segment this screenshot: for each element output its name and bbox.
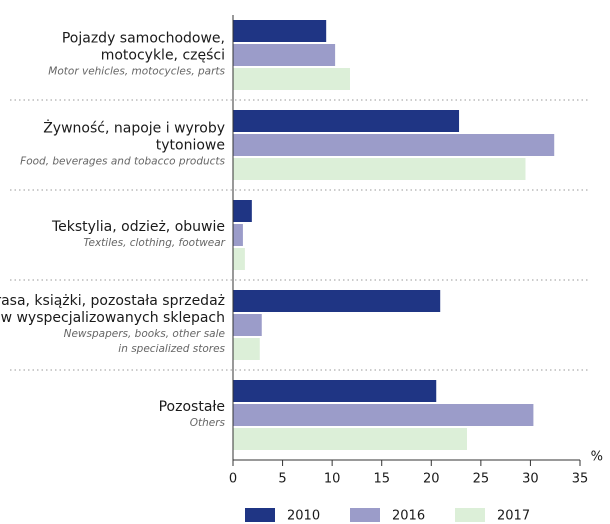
category-label: Żywność, napoje i wyroby	[43, 119, 225, 137]
bar	[233, 224, 243, 246]
x-tick-label: 5	[278, 472, 286, 487]
bar	[233, 110, 460, 132]
bar	[233, 314, 262, 336]
bar	[233, 290, 441, 312]
category-label-en: Newspapers, books, other sale	[64, 328, 225, 340]
bar	[233, 44, 336, 66]
category-label-en: Food, beverages and tobacco products	[20, 156, 225, 168]
category-label: Pozostałe	[159, 399, 225, 415]
bar	[233, 134, 555, 156]
category-label-en: Motor vehicles, motocycles, parts	[48, 66, 225, 78]
x-axis-label: %	[591, 450, 603, 465]
category-label-en: Textiles, clothing, footwear	[83, 237, 225, 249]
category-label: Tekstylia, odzież, obuwie	[51, 219, 225, 235]
x-tick-label: 10	[324, 472, 341, 487]
x-tick-label: 25	[473, 472, 490, 487]
bar	[233, 68, 350, 90]
category-label: motocykle, części	[101, 48, 225, 64]
x-tick-label: 15	[373, 472, 390, 487]
category-label-en: in specialized stores	[118, 343, 225, 355]
category-label-en: Others	[190, 417, 226, 429]
category-label: Pojazdy samochodowe,	[62, 31, 225, 47]
bar	[233, 20, 327, 42]
x-tick-label: 30	[522, 472, 539, 487]
bar	[233, 404, 534, 426]
x-tick-label: 35	[572, 472, 589, 487]
legend-swatch	[245, 508, 275, 522]
legend-swatch	[350, 508, 380, 522]
bar	[233, 158, 526, 180]
bar	[233, 380, 437, 402]
category-label: Prasa, książki, pozostała sprzedaż	[0, 293, 225, 309]
x-tick-label: 20	[423, 472, 440, 487]
legend-swatch	[455, 508, 485, 522]
legend-label: 2016	[392, 509, 425, 524]
category-label: w wyspecjalizowanych sklepach	[1, 310, 225, 326]
legend-label: 2017	[497, 509, 530, 524]
legend-label: 2010	[287, 509, 320, 524]
bar	[233, 338, 260, 360]
bar	[233, 200, 252, 222]
bar	[233, 428, 467, 450]
x-tick-label: 0	[229, 472, 237, 487]
bar	[233, 248, 245, 270]
category-label: tytoniowe	[156, 138, 225, 154]
